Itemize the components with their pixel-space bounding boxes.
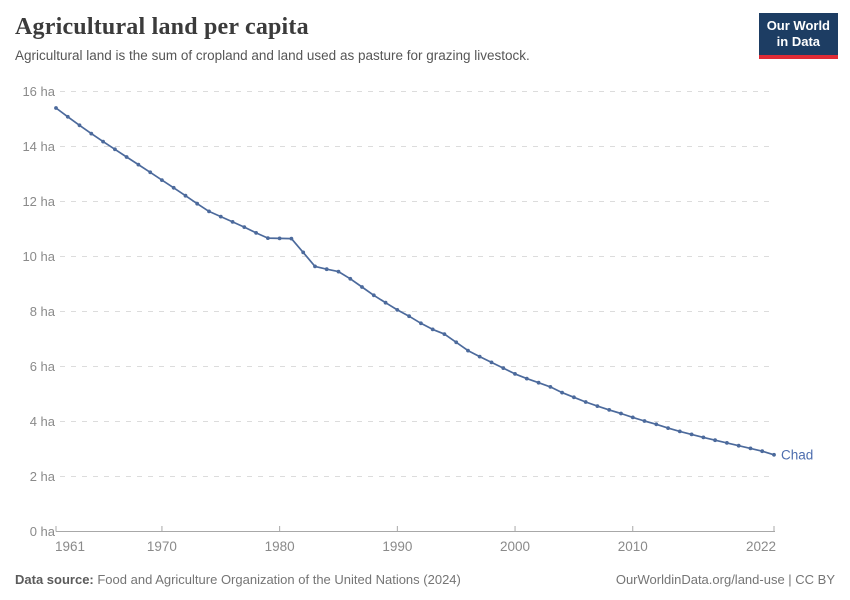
y-axis-tick-label: 6 ha — [30, 359, 56, 374]
y-axis-tick-label: 12 ha — [22, 194, 55, 209]
data-source: Data source: Food and Agriculture Organi… — [15, 572, 461, 587]
data-point[interactable] — [254, 231, 258, 235]
chart-footer: Data source: Food and Agriculture Organi… — [15, 572, 835, 587]
data-point[interactable] — [218, 214, 223, 219]
data-point[interactable] — [501, 366, 506, 370]
data-point[interactable] — [572, 395, 576, 400]
chart-subtitle: Agricultural land is the sum of cropland… — [15, 48, 530, 63]
y-axis-tick-label: 4 ha — [30, 414, 56, 429]
y-axis-tick-label: 0 ha — [30, 524, 56, 539]
x-axis-tick-label: 2010 — [618, 539, 648, 554]
data-point[interactable] — [407, 314, 411, 319]
data-point[interactable] — [171, 185, 176, 190]
data-point[interactable] — [160, 178, 164, 183]
data-point[interactable] — [136, 162, 141, 167]
x-axis-tick-label: 1961 — [55, 539, 85, 554]
data-point[interactable] — [124, 155, 129, 159]
data-point[interactable] — [430, 327, 435, 332]
data-point[interactable] — [383, 300, 388, 305]
data-point[interactable] — [148, 170, 153, 175]
y-axis-tick-label: 2 ha — [30, 469, 56, 484]
data-point[interactable] — [348, 276, 353, 281]
data-point[interactable] — [207, 209, 211, 214]
x-axis-tick-label: 1990 — [382, 539, 412, 554]
data-point[interactable] — [760, 449, 765, 454]
data-point[interactable] — [371, 293, 376, 298]
data-point[interactable] — [301, 250, 306, 255]
data-point[interactable] — [489, 360, 494, 365]
y-axis-tick-label: 10 ha — [22, 249, 55, 264]
data-point[interactable] — [289, 236, 294, 241]
data-point[interactable] — [701, 435, 706, 440]
data-point[interactable] — [442, 332, 447, 336]
owid-logo-line2: in Data — [776, 34, 821, 50]
data-source-label: Data source: — [15, 572, 94, 587]
data-point[interactable] — [54, 106, 58, 110]
data-point[interactable] — [360, 285, 364, 289]
data-point[interactable] — [536, 380, 541, 385]
data-point[interactable] — [183, 193, 188, 198]
data-point[interactable] — [772, 452, 776, 457]
data-point[interactable] — [477, 354, 482, 359]
chart-header: Agricultural land per capita Agricultura… — [15, 14, 530, 63]
data-source-text: Food and Agriculture Organization of the… — [93, 572, 461, 587]
owid-logo-line1: Our World — [766, 18, 830, 33]
data-point[interactable] — [89, 131, 94, 136]
data-point[interactable] — [230, 220, 235, 224]
data-point[interactable] — [277, 236, 282, 241]
data-point[interactable] — [748, 446, 753, 451]
x-axis-tick-label: 1970 — [147, 539, 177, 554]
data-point[interactable] — [595, 404, 600, 408]
data-point[interactable] — [466, 348, 470, 353]
data-point[interactable] — [607, 408, 612, 412]
data-point[interactable] — [713, 438, 717, 443]
series-end-label[interactable]: Chad — [781, 447, 813, 462]
data-point[interactable] — [513, 372, 517, 376]
data-point[interactable] — [113, 147, 117, 152]
data-point[interactable] — [336, 269, 341, 274]
owid-footer-link[interactable]: OurWorldinData.org/land-use | CC BY — [615, 572, 835, 587]
data-point[interactable] — [548, 385, 553, 389]
x-axis-tick-label: 2022 — [746, 539, 776, 554]
data-point[interactable] — [419, 321, 423, 326]
data-point[interactable] — [689, 432, 694, 437]
data-point[interactable] — [195, 201, 200, 206]
data-point[interactable] — [77, 123, 82, 128]
y-axis-tick-label: 14 ha — [22, 139, 55, 154]
y-axis-tick-label: 16 ha — [22, 84, 55, 99]
data-point[interactable] — [583, 400, 588, 404]
data-point[interactable] — [454, 340, 459, 345]
series-line-chad[interactable] — [55, 107, 775, 456]
data-point[interactable] — [619, 411, 623, 416]
data-point[interactable] — [736, 443, 741, 448]
page-title: Agricultural land per capita — [15, 14, 309, 40]
data-point[interactable] — [666, 426, 670, 430]
data-point[interactable] — [242, 225, 247, 230]
data-point[interactable] — [395, 308, 400, 312]
data-point[interactable] — [101, 139, 105, 144]
data-point[interactable] — [313, 264, 317, 269]
y-axis-tick-label: 8 ha — [30, 304, 56, 319]
data-point[interactable] — [324, 267, 329, 272]
data-point[interactable] — [677, 429, 682, 434]
x-axis-tick-label: 2000 — [500, 539, 530, 554]
owid-logo[interactable]: Our World in Data — [758, 13, 838, 59]
data-point[interactable] — [630, 415, 635, 420]
data-point[interactable] — [560, 390, 564, 395]
data-point[interactable] — [654, 422, 659, 427]
data-point[interactable] — [642, 419, 647, 423]
data-point[interactable] — [266, 236, 270, 241]
data-point[interactable] — [524, 376, 529, 381]
data-point[interactable] — [725, 441, 729, 445]
x-axis-tick-label: 1980 — [265, 539, 295, 554]
data-point[interactable] — [65, 114, 70, 119]
